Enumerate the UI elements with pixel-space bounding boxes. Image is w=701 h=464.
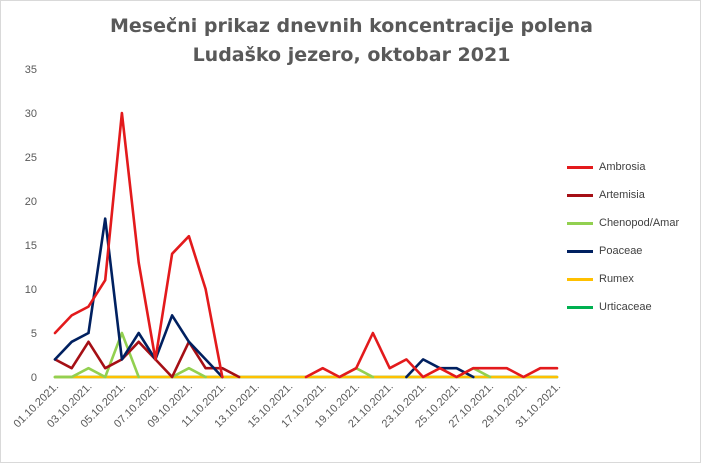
series-line-ambrosia	[53, 111, 559, 379]
legend-swatch-poaceae	[567, 249, 593, 253]
chart-legend: Ambrosia Artemisia Chenopod/Amar Poaceae…	[567, 153, 679, 321]
legend-item-poaceae: Poaceae	[567, 237, 679, 265]
y-tick-label: 0	[31, 372, 37, 384]
legend-label-poaceae: Poaceae	[599, 245, 643, 257]
y-tick-label: 5	[31, 328, 37, 340]
legend-label-chenopod: Chenopod/Amar	[599, 217, 680, 229]
legend-item-chenopod: Chenopod/Amar	[567, 209, 679, 237]
series-line-chenopod-amar	[53, 331, 492, 379]
legend-swatch-artemisia	[567, 193, 593, 197]
y-tick-label: 35	[25, 64, 37, 76]
y-tick-label: 15	[25, 240, 37, 252]
legend-label-urticaceae: Urticaceae	[599, 301, 652, 313]
legend-item-ambrosia: Ambrosia	[567, 153, 679, 181]
y-tick-label: 25	[25, 152, 37, 164]
legend-item-urticaceae: Urticaceae	[567, 293, 679, 321]
legend-swatch-chenopod	[567, 221, 593, 225]
legend-swatch-rumex	[567, 277, 593, 281]
legend-item-rumex: Rumex	[567, 265, 679, 293]
legend-swatch-ambrosia	[567, 165, 593, 169]
legend-swatch-urticaceae	[567, 305, 593, 309]
chart-title-line-2: Ludaško jezero, oktobar 2021	[192, 44, 511, 66]
y-tick-label: 10	[25, 284, 37, 296]
chart-title-line-1: Mesečni prikaz dnevnih koncentracije pol…	[110, 15, 593, 37]
series-line-artemisia	[53, 340, 241, 379]
legend-label-ambrosia: Ambrosia	[599, 161, 646, 173]
series-line-poaceae	[53, 217, 475, 379]
legend-label-rumex: Rumex	[599, 273, 634, 285]
y-tick-label: 30	[25, 108, 37, 120]
legend-label-artemisia: Artemisia	[599, 189, 645, 201]
legend-item-artemisia: Artemisia	[567, 181, 679, 209]
y-tick-label: 20	[25, 196, 37, 208]
